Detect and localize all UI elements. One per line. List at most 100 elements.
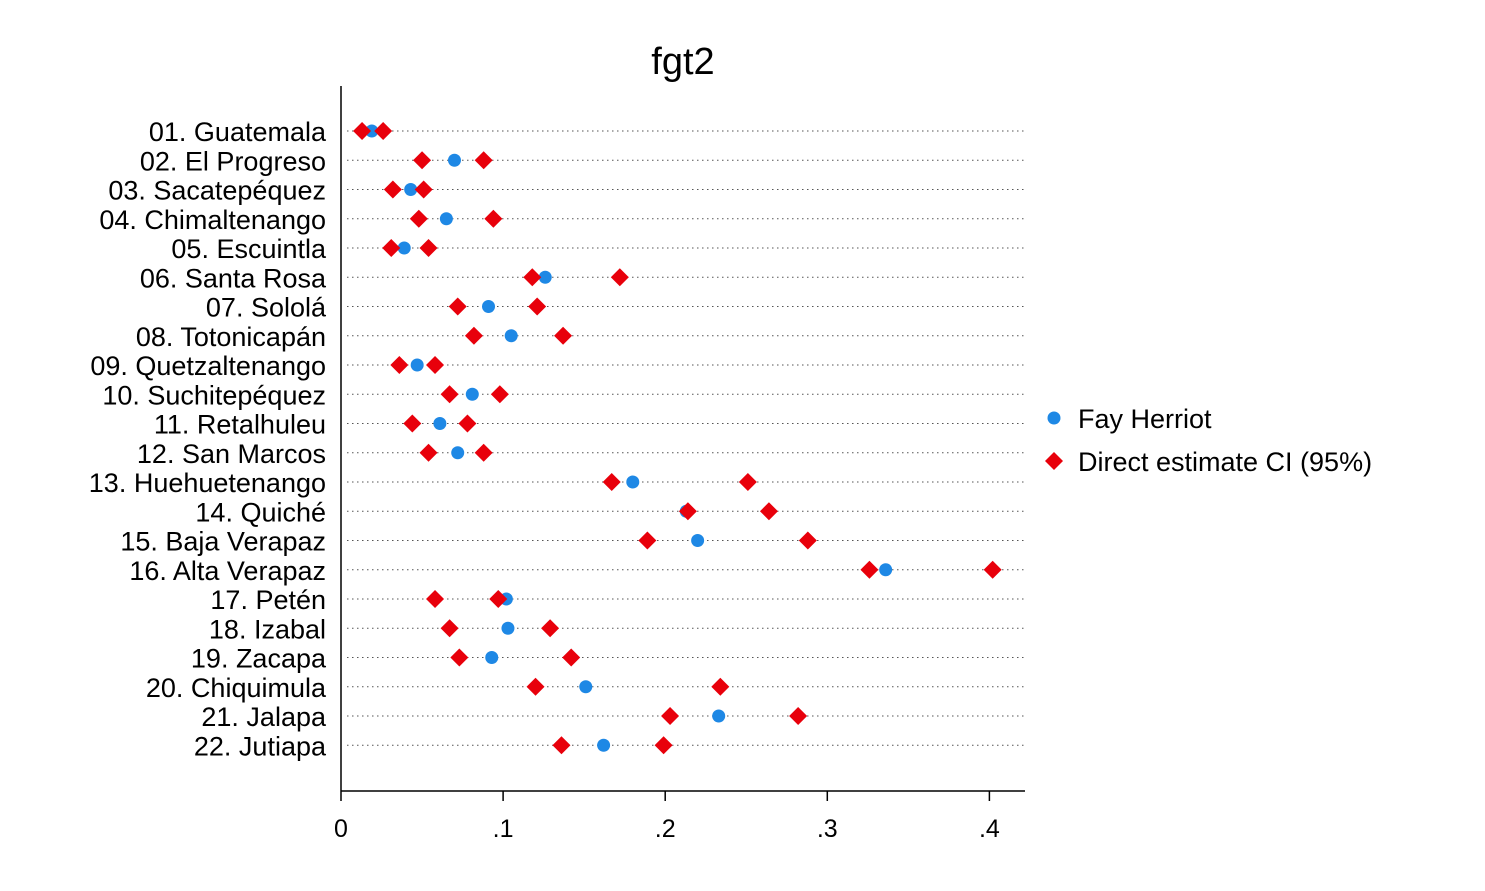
grid-lines xyxy=(347,130,1025,746)
category-label: 05. Escuintla xyxy=(171,234,327,264)
fay-herriot-point xyxy=(404,183,418,196)
fay-herriot-point xyxy=(482,300,496,313)
fay-herriot-point xyxy=(397,241,411,255)
category-label: 17. Petén xyxy=(210,585,326,615)
category-label: 03. Sacatepéquez xyxy=(108,176,326,206)
fay-herriot-point xyxy=(439,212,453,226)
category-label: 16. Alta Verapaz xyxy=(129,556,326,586)
ci-lower-marker xyxy=(409,209,428,228)
fay-herriot-point xyxy=(579,680,593,694)
axes: 0 .1 .2 .3 .4 xyxy=(334,86,1025,843)
category-label: 04. Chimaltenango xyxy=(99,205,326,235)
category-label: 19. Zacapa xyxy=(191,644,327,674)
ci-upper-marker xyxy=(738,473,757,491)
category-label: 11. Retalhuleu xyxy=(154,410,326,440)
ci-upper-marker xyxy=(528,297,547,316)
ci-upper-marker xyxy=(474,443,493,462)
ci-lower-marker xyxy=(450,648,469,667)
x-tick-label: .3 xyxy=(817,815,838,843)
fay-herriot-point xyxy=(451,446,465,460)
ci-lower-marker xyxy=(383,180,402,199)
fay-herriot-point xyxy=(691,534,705,547)
ci-lower-marker xyxy=(426,590,445,608)
ci-lower-marker xyxy=(464,326,483,345)
legend-circle-icon xyxy=(1047,411,1061,425)
x-tick-label: .1 xyxy=(493,815,514,843)
ci-upper-marker xyxy=(426,356,445,374)
category-label: 09. Quetzaltenango xyxy=(90,351,326,381)
ci-lower-marker xyxy=(413,151,432,170)
ci-lower-marker xyxy=(440,385,459,404)
ci-lower-marker xyxy=(523,268,542,287)
legend-label-direct-estimate: Direct estimate CI (95%) xyxy=(1078,447,1372,477)
ci-upper-marker xyxy=(490,385,509,404)
fay-herriot-point xyxy=(447,153,461,167)
ci-lower-marker xyxy=(552,736,571,755)
ci-lower-marker xyxy=(448,297,467,316)
category-label: 20. Chiquimula xyxy=(146,673,327,703)
fay-herriot-point xyxy=(504,329,518,343)
fay-herriot-point xyxy=(538,270,552,284)
fay-herriot-point xyxy=(410,358,424,372)
category-label: 22. Jutiapa xyxy=(194,731,327,761)
ci-upper-marker xyxy=(798,531,817,550)
ci-lower-marker xyxy=(419,443,438,462)
fay-herriot-point xyxy=(365,124,379,138)
ci-lower-marker xyxy=(382,239,401,257)
legend: Fay Herriot Direct estimate CI (95%) xyxy=(1045,404,1372,477)
category-label: 06. Santa Rosa xyxy=(140,263,327,293)
legend-label-fay-herriot: Fay Herriot xyxy=(1078,404,1212,434)
category-label: 01. Guatemala xyxy=(149,117,327,147)
x-tick-label: .4 xyxy=(979,815,1000,843)
category-label: 18. Izabal xyxy=(209,614,326,644)
category-label: 21. Jalapa xyxy=(201,702,327,732)
category-label: 10. Suchitepéquez xyxy=(102,380,326,410)
ci-lower-marker xyxy=(860,560,879,579)
ci-lower-marker xyxy=(526,677,545,696)
ci-upper-marker xyxy=(458,414,477,433)
ci-lower-marker xyxy=(353,122,372,140)
fay-herriot-point xyxy=(597,738,611,752)
x-tick-label: .2 xyxy=(655,815,676,843)
fay-herriot-point xyxy=(879,563,893,577)
category-label: 02. El Progreso xyxy=(140,146,326,176)
ci-lower-marker xyxy=(440,619,459,638)
ci-upper-marker xyxy=(374,122,393,140)
legend-diamond-icon xyxy=(1045,452,1063,470)
data-markers xyxy=(353,122,1002,755)
fay-herriot-point xyxy=(501,621,515,635)
category-label: 08. Totonicapán xyxy=(136,322,326,352)
category-label: 15. Baja Verapaz xyxy=(120,527,326,557)
fay-herriot-point xyxy=(433,417,447,430)
ci-upper-marker xyxy=(789,707,808,725)
ci-lower-marker xyxy=(661,707,680,725)
ci-upper-marker xyxy=(610,268,629,287)
ci-lower-marker xyxy=(602,473,621,491)
fay-herriot-point xyxy=(626,475,640,489)
ci-upper-marker xyxy=(474,151,493,170)
ci-lower-marker xyxy=(678,502,697,521)
ci-upper-marker xyxy=(759,502,778,521)
ci-lower-marker xyxy=(390,356,409,374)
ci-lower-marker xyxy=(403,414,422,433)
ci-upper-marker xyxy=(562,648,581,667)
fay-herriot-point xyxy=(712,709,726,723)
fay-herriot-point xyxy=(485,651,499,664)
ci-upper-marker xyxy=(711,677,730,696)
category-label: 12. San Marcos xyxy=(137,439,326,469)
ci-lower-marker xyxy=(638,531,657,550)
fay-herriot-point xyxy=(465,387,479,401)
ci-upper-marker xyxy=(654,736,673,755)
ci-upper-marker xyxy=(983,560,1002,579)
ci-upper-marker xyxy=(484,209,503,228)
category-label: 14. Quiché xyxy=(195,497,326,527)
chart-title: fgt2 xyxy=(651,41,714,83)
ci-upper-marker xyxy=(419,239,438,257)
ci-upper-marker xyxy=(541,619,560,638)
ci-upper-marker xyxy=(414,180,433,199)
ci-upper-marker xyxy=(489,590,508,608)
ci-upper-marker xyxy=(554,326,573,345)
